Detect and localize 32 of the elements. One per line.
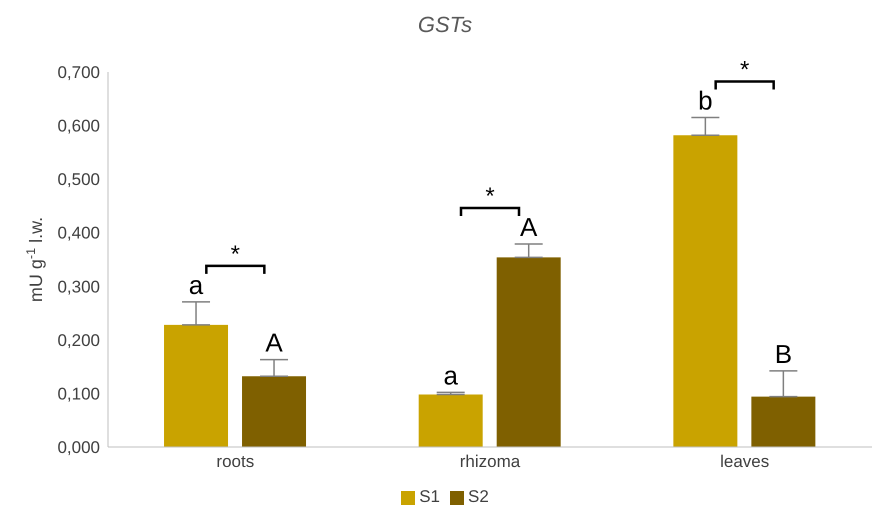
annotation: *	[230, 240, 240, 268]
annotation: a	[188, 270, 204, 300]
bar	[673, 135, 738, 447]
y-tick-label: 0,200	[57, 330, 100, 350]
bar	[418, 394, 483, 447]
annotation: b	[698, 86, 713, 116]
annotation: *	[740, 56, 750, 84]
annotation: a	[443, 360, 458, 390]
annotation: A	[265, 328, 284, 358]
y-tick-label: 0,500	[57, 170, 100, 190]
x-tick-label: roots	[216, 452, 254, 472]
y-tick-label: 0,000	[57, 438, 100, 458]
legend-label: S2	[468, 487, 489, 506]
annotation: A	[520, 212, 538, 242]
y-tick-label: 0,700	[57, 63, 100, 82]
y-tick-label: 0,400	[57, 224, 100, 243]
chart-title: GSTs	[416, 11, 474, 39]
y-tick-label: 0,100	[57, 384, 100, 404]
bracket: *	[714, 56, 775, 90]
annotation: *	[485, 182, 495, 210]
bar	[164, 324, 228, 447]
x-tick-label: leaves	[720, 452, 770, 472]
y-tick-label: 0,600	[57, 116, 100, 136]
bracket: *	[205, 240, 266, 274]
x-tick-label: rhizoma	[460, 452, 521, 472]
legend-label: S1	[419, 487, 440, 506]
y-tick-label: 0,300	[57, 277, 100, 296]
bar	[751, 396, 816, 447]
bar	[496, 257, 561, 447]
bracket: *	[460, 182, 520, 216]
bar	[242, 376, 306, 447]
annotation: B	[774, 338, 792, 369]
